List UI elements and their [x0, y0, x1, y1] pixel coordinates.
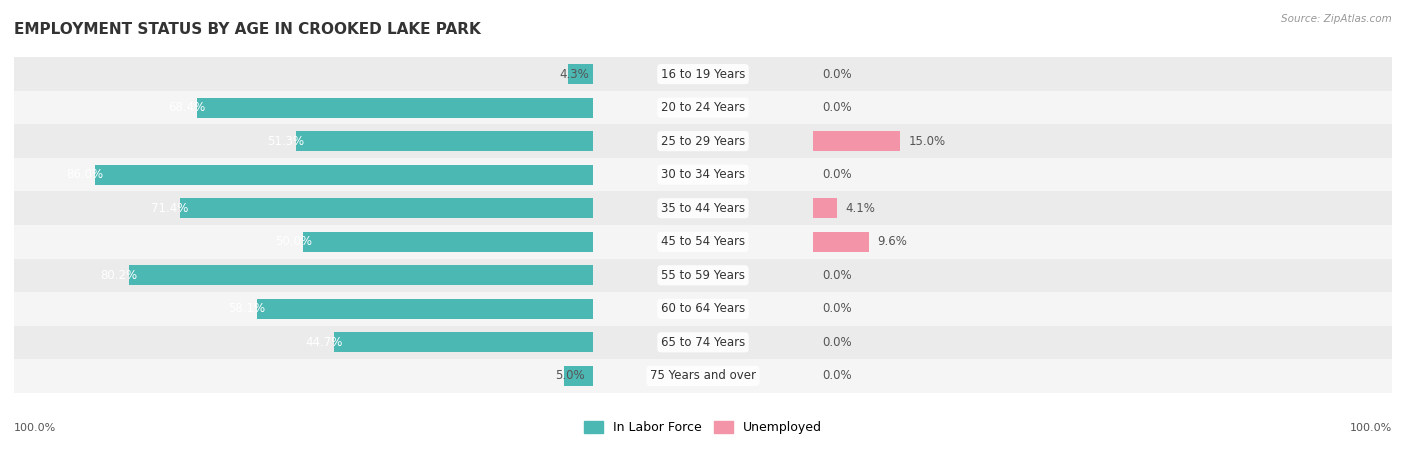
- Bar: [0, 124, 1406, 158]
- Text: 60 to 64 Years: 60 to 64 Years: [661, 302, 745, 315]
- Text: 5.0%: 5.0%: [555, 369, 585, 382]
- Text: 71.4%: 71.4%: [150, 202, 188, 215]
- Text: 0.0%: 0.0%: [823, 369, 852, 382]
- Bar: [0, 326, 1406, 359]
- Bar: [0, 259, 1406, 292]
- Bar: [304, 232, 593, 252]
- Text: 68.4%: 68.4%: [169, 101, 205, 114]
- Text: 0.0%: 0.0%: [823, 101, 852, 114]
- Bar: [180, 198, 593, 218]
- Bar: [0, 225, 1406, 259]
- Text: 0.0%: 0.0%: [823, 168, 852, 181]
- Text: 58.1%: 58.1%: [228, 302, 266, 315]
- Bar: [0, 359, 1406, 393]
- Text: 4.3%: 4.3%: [560, 68, 589, 81]
- Bar: [0, 57, 1406, 91]
- Bar: [0, 124, 1406, 158]
- Bar: [568, 64, 593, 84]
- Text: 20 to 24 Years: 20 to 24 Years: [661, 101, 745, 114]
- Bar: [0, 158, 1406, 191]
- Bar: [813, 131, 900, 151]
- Bar: [0, 326, 1406, 359]
- Bar: [0, 158, 1406, 191]
- Text: 4.1%: 4.1%: [845, 202, 876, 215]
- Text: 75 Years and over: 75 Years and over: [650, 369, 756, 382]
- Bar: [0, 191, 1406, 225]
- Text: 100.0%: 100.0%: [14, 423, 56, 433]
- Text: Source: ZipAtlas.com: Source: ZipAtlas.com: [1281, 14, 1392, 23]
- Bar: [0, 225, 1406, 259]
- Bar: [0, 225, 1406, 259]
- Bar: [96, 165, 593, 185]
- Text: 16 to 19 Years: 16 to 19 Years: [661, 68, 745, 81]
- Bar: [128, 265, 593, 285]
- Text: 44.7%: 44.7%: [305, 336, 343, 349]
- Bar: [256, 299, 593, 319]
- Text: 80.2%: 80.2%: [100, 269, 138, 282]
- Text: 0.0%: 0.0%: [823, 302, 852, 315]
- Text: 45 to 54 Years: 45 to 54 Years: [661, 235, 745, 248]
- Bar: [197, 98, 593, 118]
- Bar: [0, 91, 1406, 124]
- Text: 35 to 44 Years: 35 to 44 Years: [661, 202, 745, 215]
- Bar: [813, 198, 837, 218]
- Text: 9.6%: 9.6%: [877, 235, 907, 248]
- Text: 25 to 29 Years: 25 to 29 Years: [661, 135, 745, 148]
- Text: 51.3%: 51.3%: [267, 135, 305, 148]
- Bar: [813, 232, 869, 252]
- Text: 86.0%: 86.0%: [66, 168, 104, 181]
- Bar: [0, 359, 1406, 393]
- Text: 100.0%: 100.0%: [1350, 423, 1392, 433]
- Bar: [335, 332, 593, 352]
- Text: 0.0%: 0.0%: [823, 68, 852, 81]
- Text: 15.0%: 15.0%: [908, 135, 946, 148]
- Bar: [0, 57, 1406, 91]
- Bar: [0, 259, 1406, 292]
- Bar: [0, 57, 1406, 91]
- Bar: [564, 366, 593, 386]
- Bar: [0, 292, 1406, 326]
- Text: 0.0%: 0.0%: [823, 269, 852, 282]
- Bar: [0, 259, 1406, 292]
- Text: 50.0%: 50.0%: [276, 235, 312, 248]
- Bar: [0, 326, 1406, 359]
- Bar: [0, 191, 1406, 225]
- Text: 65 to 74 Years: 65 to 74 Years: [661, 336, 745, 349]
- Bar: [0, 158, 1406, 191]
- Bar: [0, 91, 1406, 124]
- Legend: In Labor Force, Unemployed: In Labor Force, Unemployed: [579, 416, 827, 439]
- Bar: [0, 359, 1406, 393]
- Bar: [0, 191, 1406, 225]
- Bar: [0, 292, 1406, 326]
- Text: 55 to 59 Years: 55 to 59 Years: [661, 269, 745, 282]
- Text: EMPLOYMENT STATUS BY AGE IN CROOKED LAKE PARK: EMPLOYMENT STATUS BY AGE IN CROOKED LAKE…: [14, 22, 481, 37]
- Text: 0.0%: 0.0%: [823, 336, 852, 349]
- Bar: [0, 292, 1406, 326]
- Bar: [295, 131, 593, 151]
- Text: 30 to 34 Years: 30 to 34 Years: [661, 168, 745, 181]
- Bar: [0, 124, 1406, 158]
- Bar: [0, 91, 1406, 124]
